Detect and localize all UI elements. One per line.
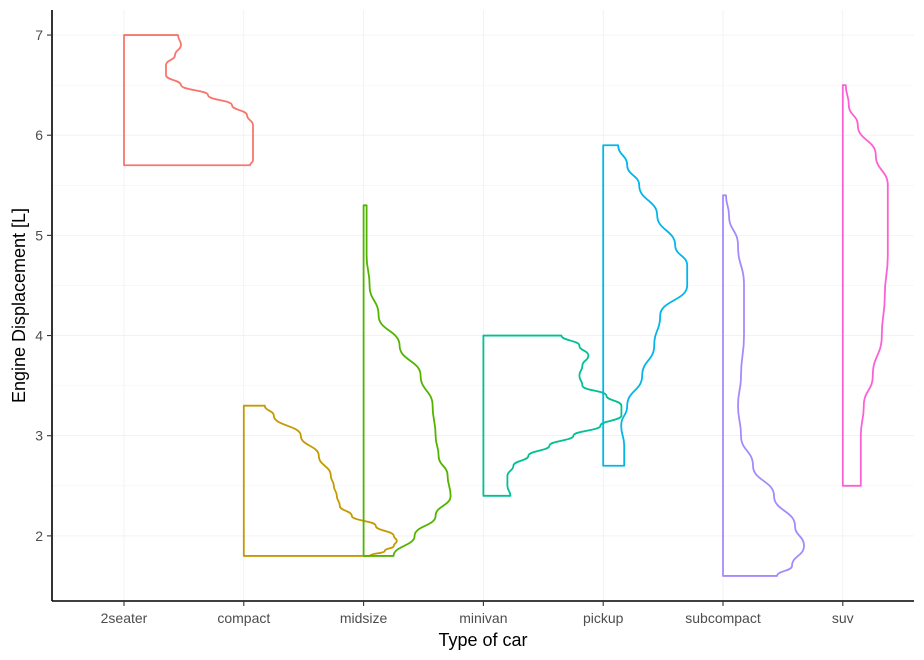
grid [52, 10, 914, 601]
x-tick-label-pickup: pickup [583, 610, 624, 626]
y-tick-label: 2 [35, 528, 43, 544]
y-axis-title: Engine Displacement [L] [9, 208, 29, 403]
y-tick-label: 3 [35, 428, 43, 444]
violin-midsize [362, 204, 452, 557]
axes [51, 10, 914, 602]
x-tick-label-compact: compact [217, 610, 270, 626]
y-tick-label: 7 [35, 27, 43, 43]
y-tick-label: 5 [35, 227, 43, 243]
violin-series [123, 34, 889, 577]
violin-minivan [482, 334, 623, 497]
x-tick-label-midsize: midsize [340, 610, 388, 626]
x-tick-label-minivan: minivan [459, 610, 507, 626]
violin-subcompact [722, 194, 805, 577]
violin-2seater [123, 34, 254, 167]
y-tick-label: 6 [35, 127, 43, 143]
x-tick-label-suv: suv [832, 610, 854, 626]
y-axis-ticks: 2 3 4 5 6 7 [35, 27, 52, 544]
x-axis-title: Type of car [438, 630, 527, 650]
violin-compact [242, 404, 398, 557]
violin-suv [841, 84, 889, 487]
x-tick-label-2seater: 2seater [101, 610, 148, 626]
x-axis-ticks: 2seater compact midsize minivan pickup subcom… [101, 601, 854, 626]
y-tick-label: 4 [35, 328, 43, 344]
x-tick-label-subcompact: subcompact [685, 610, 761, 626]
violin-pickup [602, 144, 689, 467]
